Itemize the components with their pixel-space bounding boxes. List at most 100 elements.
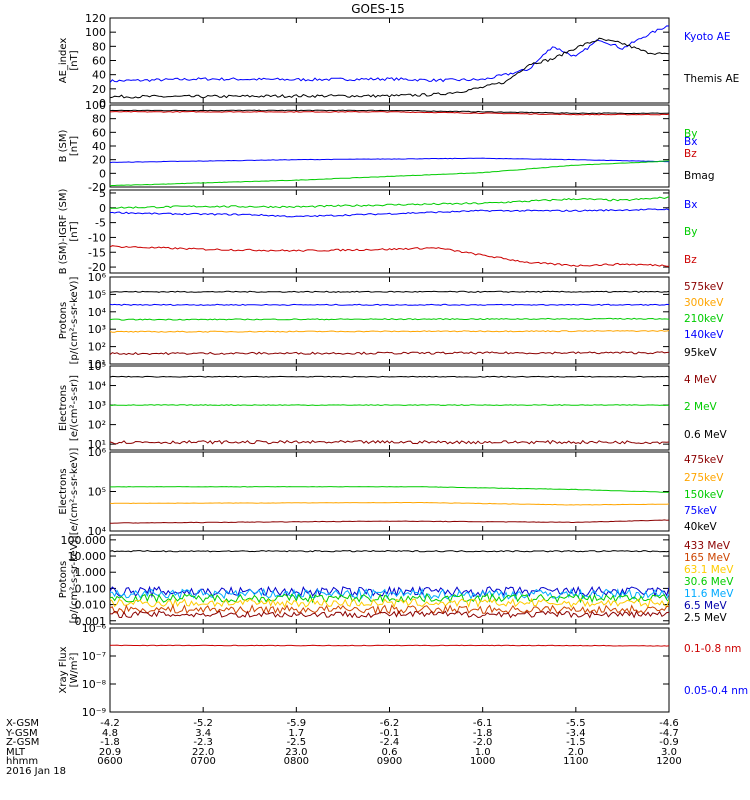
y-axis-label: [nT] xyxy=(69,221,80,241)
series-line-6-5-mev xyxy=(110,585,669,599)
y-tick-label: 10⁶ xyxy=(88,271,107,284)
series-group xyxy=(110,375,669,445)
y-tick-label: 0 xyxy=(99,167,106,180)
y-tick-label: 10³ xyxy=(88,323,106,336)
y-tick-label: 10³ xyxy=(88,399,106,412)
y-tick-label: 20 xyxy=(92,83,106,96)
ephemeris-value: -2.0 xyxy=(473,737,493,748)
legend-entry: Themis AE xyxy=(683,73,739,85)
y-tick-label: 10⁻⁷ xyxy=(82,650,106,663)
legend-entry: 6.5 MeV xyxy=(684,600,728,612)
legend-entry: 11.6 MeV xyxy=(684,588,734,600)
ephemeris-value: -5.5 xyxy=(566,718,586,729)
series-group xyxy=(110,196,669,267)
legend-entry: Bmag xyxy=(684,170,715,182)
ephemeris-value: -0.9 xyxy=(659,737,679,748)
legend-entry: 4 MeV xyxy=(684,374,718,386)
ephemeris-value: 0600 xyxy=(97,756,122,767)
series-line-140kev xyxy=(110,303,669,306)
series-line-2-mev xyxy=(110,404,669,407)
ephemeris-row-label: hhmm xyxy=(6,756,38,767)
series-line-bx xyxy=(110,208,669,218)
panel-frame xyxy=(109,17,670,104)
panel-xray-flux: 10⁻⁹ 10⁻⁸ 10⁻⁷ 10⁻⁶ Xray Flux [W/m²] 0.1-0.8 n… xyxy=(58,622,748,719)
ephemeris-value: -2.3 xyxy=(193,737,213,748)
y-axis-label: Xray Flux xyxy=(58,646,69,693)
series-line-themis-ae xyxy=(110,37,669,99)
y-tick-label: -20 xyxy=(88,261,106,274)
y-tick-label: 10⁻⁸ xyxy=(82,678,107,691)
legend-entry: 0.05-0.4 nm xyxy=(684,685,748,697)
panel-b-igrf: -20 -15 -10-5 0 5 B (SM)-IGRF (SM) [nT] Bx By Bz xyxy=(58,187,697,274)
y-tick-label: 10⁴ xyxy=(88,306,107,319)
series-line-0-6-mev xyxy=(110,375,669,378)
y-tick-label: 120 xyxy=(85,12,106,25)
ephemeris-row-label: Y-GSM xyxy=(5,728,38,739)
series-line-bz xyxy=(110,110,669,116)
panel-frame xyxy=(109,104,670,188)
legend-entry: 0.6 MeV xyxy=(684,429,728,441)
ephemeris-value: 0900 xyxy=(377,756,402,767)
ephemeris-value: -1.8 xyxy=(100,737,120,748)
ephemeris-value: 1000 xyxy=(470,756,495,767)
panel-protons-maged: 10¹ 10² 10³ 10⁴ 10⁵ 10⁶ Protons [p/(cm²-s-sr-ke… xyxy=(58,271,724,371)
legend-entry: Bx xyxy=(684,199,697,211)
y-tick-label: 60 xyxy=(92,55,106,68)
series-line-150kev xyxy=(110,486,669,493)
ephemeris-value: -5.2 xyxy=(193,718,213,729)
ephemeris-value: 0800 xyxy=(284,756,309,767)
series-line-165-mev xyxy=(110,603,669,615)
legend-entry: By xyxy=(684,128,697,140)
series-group xyxy=(110,644,669,647)
ephemeris-value: 1200 xyxy=(656,756,681,767)
ephemeris-value: -4.6 xyxy=(659,718,679,729)
y-tick-label: 5 xyxy=(99,187,106,200)
y-axis-label: [e/(cm²-s-sr)] xyxy=(69,375,80,441)
y-axis-label: [nT] xyxy=(69,50,80,70)
y-axis-label: [nT] xyxy=(69,136,80,156)
series-line-bz xyxy=(110,245,669,267)
y-tick-label: -15 xyxy=(88,246,106,259)
legend-entry: 140keV xyxy=(684,329,724,341)
legend-entry: Bx xyxy=(684,136,697,148)
y-axis-label: B (SM)-IGRF (SM) xyxy=(58,189,69,275)
legend-entry: 433 MeV xyxy=(684,540,731,552)
panel-frame xyxy=(109,627,670,713)
ephemeris-value: -4.2 xyxy=(100,718,120,729)
series-line-30-6-mev xyxy=(110,592,669,604)
chart-title: GOES-15 xyxy=(351,2,405,16)
ephemeris-table: X-GSM -4.2 -5.2 -5.9 -6.2 -6.1 -5.5 -4.6 Y-GSM 4.… xyxy=(5,718,682,777)
y-tick-label: 10¹ xyxy=(88,438,106,451)
ephemeris-value: -5.9 xyxy=(287,718,307,729)
ephemeris-value: 3.0 xyxy=(661,747,677,758)
series-line-by xyxy=(110,196,669,209)
date-label: 2016 Jan 18 xyxy=(6,766,66,777)
y-axis-label: Electrons xyxy=(58,385,69,431)
panel-frame xyxy=(109,365,670,451)
series-group xyxy=(110,109,669,187)
ephemeris-value: 1.0 xyxy=(475,747,491,758)
legend-entry: 575keV xyxy=(684,281,724,293)
y-tick-label: 100.000 xyxy=(61,534,107,547)
y-tick-label: 0 xyxy=(99,97,106,110)
y-axis-label: [p/(cm²-s-sr-keV)] xyxy=(69,536,80,624)
ephemeris-value: 0.6 xyxy=(382,747,398,758)
legend-entry: 40keV xyxy=(684,521,718,533)
ephemeris-value: 0700 xyxy=(190,756,215,767)
series-line-210kev xyxy=(110,317,669,321)
ephemeris-row-label: Z-GSM xyxy=(6,737,39,748)
series-line-4-mev xyxy=(110,439,669,445)
y-tick-label: 100 xyxy=(85,26,106,39)
panel-electrons-epead: 10¹ 10² 10³ 10⁴ 10⁵ Electrons [e/(cm²-s-sr)] 4 … xyxy=(58,360,728,451)
y-axis-label: Protons xyxy=(58,561,69,598)
y-tick-label: 40 xyxy=(92,140,106,153)
legend-entry: 2.5 MeV xyxy=(684,612,728,624)
legend-entry: 165 MeV xyxy=(684,552,731,564)
ephemeris-row-label: MLT xyxy=(6,747,26,758)
series-line-0-1-0-8-nm xyxy=(110,644,669,647)
series-line-95kev xyxy=(110,290,669,293)
ephemeris-value: 20.9 xyxy=(99,747,121,758)
y-tick-label: -5 xyxy=(95,217,106,230)
y-tick-label: 10.000 xyxy=(68,550,107,563)
